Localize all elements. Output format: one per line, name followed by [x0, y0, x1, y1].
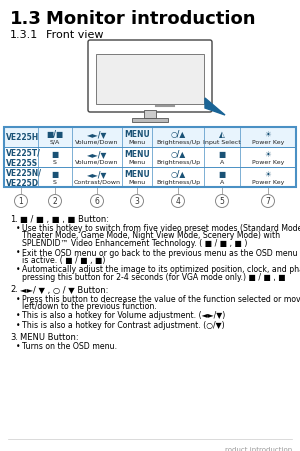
Text: Menu: Menu [128, 160, 146, 165]
Text: is active. ( ■ / ■ , ■): is active. ( ■ / ■ , ■) [22, 255, 105, 264]
Text: Press this button to decrease the value of the function selected or move: Press this button to decrease the value … [22, 294, 300, 303]
Text: Automatically adjust the image to its optimized position, clock, and phase by: Automatically adjust the image to its op… [22, 265, 300, 274]
Text: Turns on the OSD menu.: Turns on the OSD menu. [22, 342, 117, 351]
Text: ■: ■ [218, 150, 226, 159]
Text: ○/▲: ○/▲ [170, 150, 186, 159]
Text: ■: ■ [51, 150, 58, 159]
Text: This is also a hotkey for Volume adjustment. (◄►/▼): This is also a hotkey for Volume adjustm… [22, 311, 225, 320]
Text: ☀: ☀ [265, 150, 272, 159]
Text: ☀: ☀ [265, 130, 272, 139]
Circle shape [172, 195, 184, 208]
Text: Input Select: Input Select [203, 140, 241, 145]
Text: 1.3.1: 1.3.1 [10, 30, 38, 40]
Text: Use this hotkey to switch from five video preset modes (Standard Mode,: Use this hotkey to switch from five vide… [22, 224, 300, 232]
Text: •: • [16, 248, 20, 257]
Text: Volume/Down: Volume/Down [75, 160, 119, 165]
Bar [144, 111, 156, 119]
Text: •: • [16, 320, 20, 329]
Text: MENU: MENU [124, 130, 150, 139]
Text: ◄►/ ▼ , ○ / ▼ Button:: ◄►/ ▼ , ○ / ▼ Button: [20, 285, 108, 294]
Text: SPLENDID™ Video Enhancement Technology. ( ■ / ■ , ■ ): SPLENDID™ Video Enhancement Technology. … [22, 239, 248, 248]
Circle shape [14, 195, 28, 208]
Text: ☀: ☀ [265, 170, 272, 179]
Text: •: • [16, 294, 20, 303]
Text: MENU Button:: MENU Button: [20, 333, 79, 342]
Text: ◄►/▼: ◄►/▼ [87, 130, 107, 139]
Text: 1.: 1. [10, 215, 18, 224]
Text: Front view: Front view [46, 30, 104, 40]
Text: VE225H: VE225H [6, 133, 39, 142]
Text: Power Key: Power Key [252, 140, 284, 145]
Text: roduct introduction: roduct introduction [225, 446, 292, 451]
Text: Brightness/Up: Brightness/Up [156, 179, 200, 184]
Bar [4, 128, 296, 147]
Text: Menu: Menu [128, 179, 146, 184]
Text: A: A [220, 179, 224, 184]
Text: Exit the OSD menu or go back to the previous menu as the OSD menu: Exit the OSD menu or go back to the prev… [22, 248, 298, 257]
Polygon shape [205, 99, 225, 116]
Text: VE225T/
VE225S: VE225T/ VE225S [6, 148, 41, 167]
Text: ■: ■ [51, 170, 58, 179]
Circle shape [130, 195, 143, 208]
Text: ■/■: ■/■ [46, 130, 64, 139]
Text: ■: ■ [218, 170, 226, 179]
FancyBboxPatch shape [88, 41, 212, 113]
Text: •: • [16, 311, 20, 320]
Text: 3.: 3. [10, 333, 18, 342]
Text: VE225N/
VE225D: VE225N/ VE225D [6, 168, 42, 187]
Text: S: S [53, 179, 57, 184]
Bar [4, 147, 296, 168]
Text: MENU: MENU [124, 150, 150, 159]
Text: ■ / ■ , ■ , ■ Button:: ■ / ■ , ■ , ■ Button: [20, 215, 109, 224]
Text: 7: 7 [266, 197, 270, 206]
Text: Volume/Down: Volume/Down [75, 140, 119, 145]
Text: 5: 5 [220, 197, 224, 206]
Text: 1.3: 1.3 [10, 10, 42, 28]
Text: Theater Mode, Game Mode, Night View Mode, Scenery Mode) with: Theater Mode, Game Mode, Night View Mode… [22, 231, 280, 240]
Text: 2.: 2. [10, 285, 18, 294]
Text: 2: 2 [52, 197, 57, 206]
Text: 1: 1 [19, 197, 23, 206]
Text: ◄►/▼: ◄►/▼ [87, 170, 107, 179]
Text: Contrast/Down: Contrast/Down [74, 179, 121, 184]
Text: S/A: S/A [50, 140, 60, 145]
Text: Power Key: Power Key [252, 179, 284, 184]
Text: 6: 6 [94, 197, 99, 206]
Text: 3: 3 [135, 197, 140, 206]
Circle shape [215, 195, 229, 208]
Text: left/down to the previous function.: left/down to the previous function. [22, 301, 157, 310]
Text: •: • [16, 265, 20, 274]
Circle shape [91, 195, 103, 208]
Text: MENU: MENU [124, 170, 150, 179]
Text: S: S [53, 160, 57, 165]
Text: Menu: Menu [128, 140, 146, 145]
Text: Power Key: Power Key [252, 160, 284, 165]
Text: This is also a hotkey for Contrast adjustment. (○/▼): This is also a hotkey for Contrast adjus… [22, 320, 225, 329]
Text: ○/▲: ○/▲ [170, 170, 186, 179]
Text: •: • [16, 224, 20, 232]
Bar [4, 168, 296, 188]
Bar [4, 128, 296, 188]
Bar [132, 119, 168, 123]
Text: ○/▲: ○/▲ [170, 130, 186, 139]
Text: Brightness/Up: Brightness/Up [156, 160, 200, 165]
Text: Monitor introduction: Monitor introduction [46, 10, 256, 28]
Text: ◄►/▼: ◄►/▼ [87, 150, 107, 159]
Circle shape [49, 195, 62, 208]
Text: ◭: ◭ [219, 130, 225, 139]
Bar [96, 55, 204, 105]
Text: •: • [16, 342, 20, 351]
Circle shape [262, 195, 275, 208]
Text: A: A [220, 160, 224, 165]
Text: pressing this button for 2-4 seconds (for VGA mode only.) ■ / ■ , ■: pressing this button for 2-4 seconds (fo… [22, 272, 286, 281]
Text: Brightness/Up: Brightness/Up [156, 140, 200, 145]
Text: 4: 4 [176, 197, 180, 206]
